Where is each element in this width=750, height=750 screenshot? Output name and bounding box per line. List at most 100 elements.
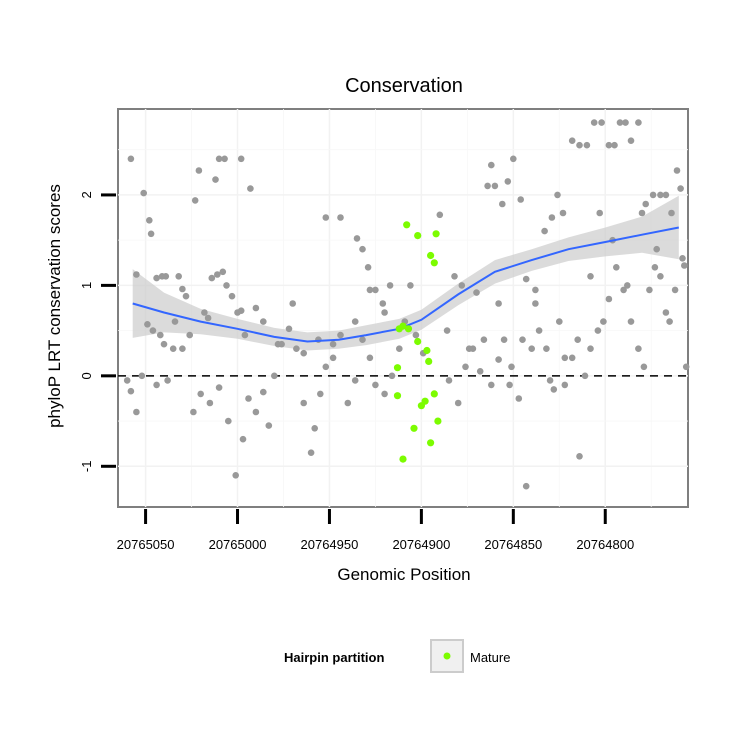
data-point [164,377,171,384]
data-point [657,191,664,199]
data-point [611,141,618,149]
data-point [649,191,657,199]
data-point [587,273,594,280]
mature-points [393,221,442,463]
legend-entry-mature: Mature [470,650,510,665]
y-axis: -1 0 1 2 [79,191,116,472]
data-point [627,318,635,325]
data-point [133,408,140,416]
x-tick-label: 20764800 [576,537,634,552]
data-point [535,327,543,334]
data-point [508,363,515,371]
data-point [653,245,660,253]
data-point [454,399,462,407]
data-point [679,254,686,262]
data-point [491,182,499,190]
data-point [179,285,186,293]
y-tick-label: 2 [79,191,94,198]
data-point [519,336,526,344]
data-point [351,318,359,325]
x-tick-label: 20765000 [209,537,267,552]
data-point [522,482,530,490]
data-point [201,309,208,316]
data-point [635,345,642,353]
data-point [587,345,594,353]
data-point [605,141,613,149]
data-point [241,331,249,339]
data-point [127,387,135,395]
data-point [624,282,631,289]
data-point [480,336,488,344]
data-point [622,119,629,126]
data-point [458,282,466,289]
data-point-mature [414,337,422,346]
data-point [484,182,491,190]
data-point [559,209,567,217]
data-point [232,472,239,479]
data-point [191,197,199,204]
data-point [179,345,186,353]
data-point [443,327,451,334]
data-point [657,273,664,280]
y-axis-label: phyloP LRT conservation scores [45,184,64,428]
legend-key-mature [443,652,451,660]
data-point-mature [430,259,438,267]
data-point [157,331,164,339]
data-point [465,345,473,353]
data-point-mature [427,251,435,260]
y-tick-label: -1 [79,461,94,473]
data-point [640,363,648,371]
data-point [344,399,352,407]
data-point [197,390,204,398]
data-point [353,235,361,242]
data-point [436,211,444,219]
data-point [171,318,179,325]
data-point-mature [432,230,440,238]
data-point [646,286,653,294]
data-point [315,336,322,344]
legend: Hairpin partition Mature [284,639,510,673]
data-point [252,304,260,312]
data-point-mature [427,439,435,447]
data-point [605,295,613,303]
data-point [550,386,558,393]
x-axis: 20765050 20765000 20764950 20764900 20764850… [117,509,634,552]
data-point [274,340,282,348]
data-point [225,417,232,425]
data-point-mature [403,221,411,229]
data-point [337,331,344,339]
data-point [462,363,469,371]
data-point [515,395,523,402]
data-point-mature [430,390,438,398]
data-point [476,368,484,375]
data-point [289,300,297,307]
data-point [473,289,480,296]
data-point-mature [393,392,402,400]
data-point [510,155,517,163]
data-point [329,340,337,348]
data-point [532,300,539,307]
data-point [329,354,337,362]
data-point [499,200,506,208]
data-point [642,200,649,208]
data-point [144,321,151,328]
data-point [366,354,374,362]
data-point [638,209,646,217]
data-point [561,381,569,389]
data-point [208,274,216,282]
data-point [133,271,140,278]
data-point [662,309,670,316]
data-point [215,384,223,391]
data-point [237,307,245,315]
data-point [613,264,620,271]
data-point [293,345,300,353]
data-point [237,155,245,163]
data-point [123,377,131,384]
legend-title: Hairpin partition [284,650,384,665]
chart-title: Conservation [345,75,463,97]
data-point [396,345,403,353]
data-point [554,191,561,199]
data-point-mature [399,455,407,463]
data-point [153,381,160,389]
